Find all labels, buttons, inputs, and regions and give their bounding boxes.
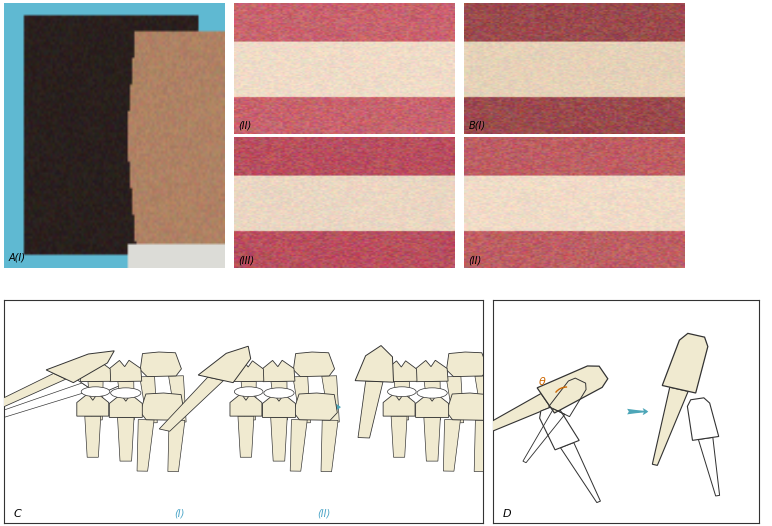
Polygon shape — [322, 376, 340, 422]
Polygon shape — [159, 377, 224, 431]
Polygon shape — [383, 393, 415, 416]
Polygon shape — [0, 373, 66, 418]
Polygon shape — [293, 377, 310, 423]
Polygon shape — [110, 394, 142, 418]
Polygon shape — [88, 381, 103, 420]
Polygon shape — [457, 393, 550, 445]
Polygon shape — [76, 369, 141, 394]
Polygon shape — [446, 377, 464, 423]
Ellipse shape — [388, 387, 416, 397]
Polygon shape — [321, 420, 338, 472]
Polygon shape — [241, 381, 256, 420]
Polygon shape — [475, 376, 493, 422]
Polygon shape — [662, 333, 708, 393]
Text: $\theta$: $\theta$ — [538, 375, 547, 387]
Polygon shape — [118, 381, 134, 420]
Text: (I): (I) — [174, 509, 185, 519]
Ellipse shape — [417, 388, 447, 398]
Polygon shape — [233, 361, 264, 381]
Polygon shape — [141, 393, 185, 420]
Polygon shape — [293, 352, 334, 377]
Polygon shape — [140, 377, 157, 423]
Text: (II): (II) — [317, 509, 330, 519]
Polygon shape — [386, 361, 417, 381]
Ellipse shape — [235, 387, 263, 397]
Polygon shape — [293, 393, 337, 420]
Polygon shape — [141, 352, 181, 377]
Polygon shape — [358, 381, 383, 438]
Polygon shape — [117, 418, 134, 461]
Polygon shape — [80, 361, 110, 381]
Polygon shape — [230, 393, 262, 416]
Polygon shape — [355, 346, 394, 382]
Ellipse shape — [264, 388, 294, 398]
Polygon shape — [109, 360, 142, 382]
Polygon shape — [168, 420, 185, 472]
Polygon shape — [137, 420, 154, 471]
Polygon shape — [198, 346, 251, 382]
Text: B(I): B(I) — [469, 120, 486, 130]
Ellipse shape — [110, 388, 141, 398]
Polygon shape — [394, 381, 409, 420]
Text: (III): (III) — [239, 255, 255, 265]
Polygon shape — [652, 387, 688, 466]
Text: C: C — [13, 509, 21, 519]
Polygon shape — [0, 383, 93, 418]
Polygon shape — [474, 420, 491, 472]
Polygon shape — [560, 442, 601, 502]
Polygon shape — [85, 416, 101, 457]
Polygon shape — [46, 351, 114, 382]
Text: (II): (II) — [239, 120, 252, 130]
Text: A(I): A(I) — [8, 253, 25, 263]
Polygon shape — [699, 437, 720, 496]
Text: D: D — [503, 509, 512, 519]
Polygon shape — [391, 416, 407, 457]
Polygon shape — [290, 420, 307, 471]
Polygon shape — [415, 394, 449, 418]
Polygon shape — [443, 420, 460, 471]
Text: (II): (II) — [469, 255, 482, 265]
Ellipse shape — [81, 387, 110, 397]
Polygon shape — [446, 393, 490, 420]
Polygon shape — [168, 376, 186, 422]
Polygon shape — [76, 393, 109, 416]
Polygon shape — [262, 360, 295, 382]
Polygon shape — [415, 360, 448, 382]
Polygon shape — [424, 381, 441, 420]
Polygon shape — [424, 418, 440, 461]
Polygon shape — [446, 352, 488, 377]
Polygon shape — [687, 398, 719, 440]
Polygon shape — [262, 394, 296, 418]
Polygon shape — [238, 416, 254, 457]
Polygon shape — [271, 418, 287, 461]
Polygon shape — [271, 381, 287, 420]
Polygon shape — [537, 366, 608, 413]
Polygon shape — [540, 406, 579, 450]
